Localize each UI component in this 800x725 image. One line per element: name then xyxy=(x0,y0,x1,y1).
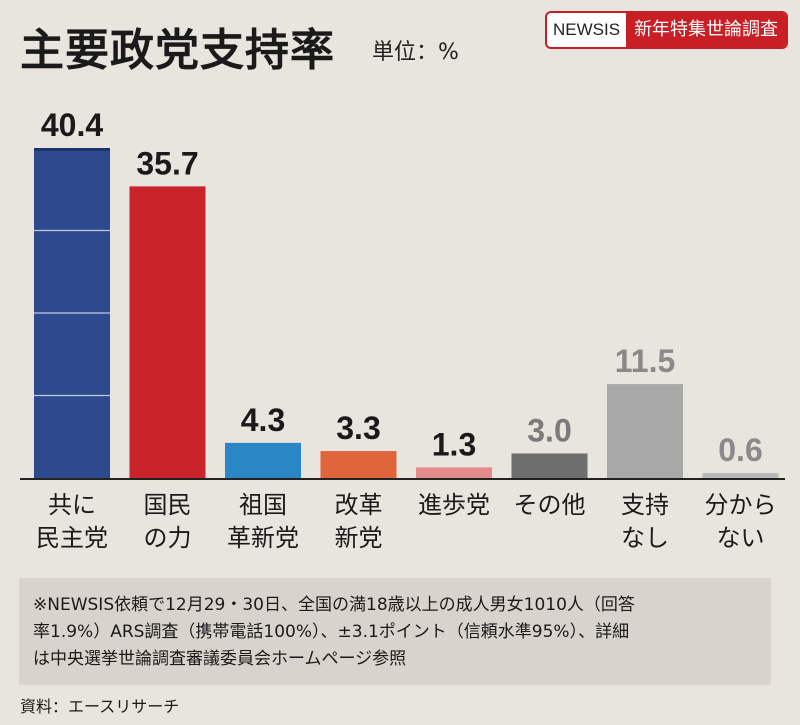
footnote-line: 率1.9%）ARS調査（携帯電話100%）、±3.1ポイント（信頼水準95%）、… xyxy=(33,622,630,642)
bar xyxy=(511,453,588,478)
badge-label: 新年特集世論調査 xyxy=(626,13,787,47)
value-label: 40.4 xyxy=(41,107,103,143)
category-label: 祖国 xyxy=(239,491,287,519)
category-label: 新党 xyxy=(335,524,383,552)
category-label: ない xyxy=(717,524,765,552)
bar xyxy=(225,442,301,478)
source-credit: 資料：エースリサーチ xyxy=(20,697,180,716)
value-label: 11.5 xyxy=(615,343,676,379)
footnote-line: は中央選挙世論調査審議委員会ホームページ参照 xyxy=(33,649,407,669)
category-label: なし xyxy=(621,524,669,552)
value-label: 35.7 xyxy=(136,145,198,181)
value-label: 4.3 xyxy=(241,402,285,438)
value-label: 0.6 xyxy=(718,432,762,468)
bar xyxy=(129,186,206,478)
footnote-box: ※NEWSIS依頼で12月29・30日、全国の満18歳以上の成人男女1010人（… xyxy=(19,578,771,685)
category-label: 国民 xyxy=(144,491,192,519)
chart-title: 主要政党支持率 xyxy=(20,25,335,76)
category-label: 進歩党 xyxy=(418,491,490,519)
badge-brand: NEWSIS xyxy=(553,20,621,39)
value-label: 3.3 xyxy=(336,410,380,446)
category-label: の力 xyxy=(144,524,192,552)
category-label: 民主党 xyxy=(36,524,108,552)
bar xyxy=(702,473,779,478)
category-label: 支持 xyxy=(621,491,669,519)
category-label: 革新党 xyxy=(227,524,299,552)
bar xyxy=(320,451,397,478)
category-label: その他 xyxy=(514,491,586,519)
unit-label: 単位：% xyxy=(372,40,459,65)
footnote-line: ※NEWSIS依頼で12月29・30日、全国の満18歳以上の成人男女1010人（… xyxy=(33,595,635,615)
category-label: 共に xyxy=(48,491,96,519)
newsis-badge: NEWSIS 新年特集世論調査 xyxy=(545,11,789,49)
category-label: 分から xyxy=(705,491,777,519)
bar xyxy=(607,384,683,478)
value-label: 1.3 xyxy=(432,426,476,462)
value-label: 3.0 xyxy=(527,412,571,448)
bar xyxy=(416,467,492,478)
category-label: 改革 xyxy=(335,491,383,519)
bar-top-edge xyxy=(34,148,110,151)
